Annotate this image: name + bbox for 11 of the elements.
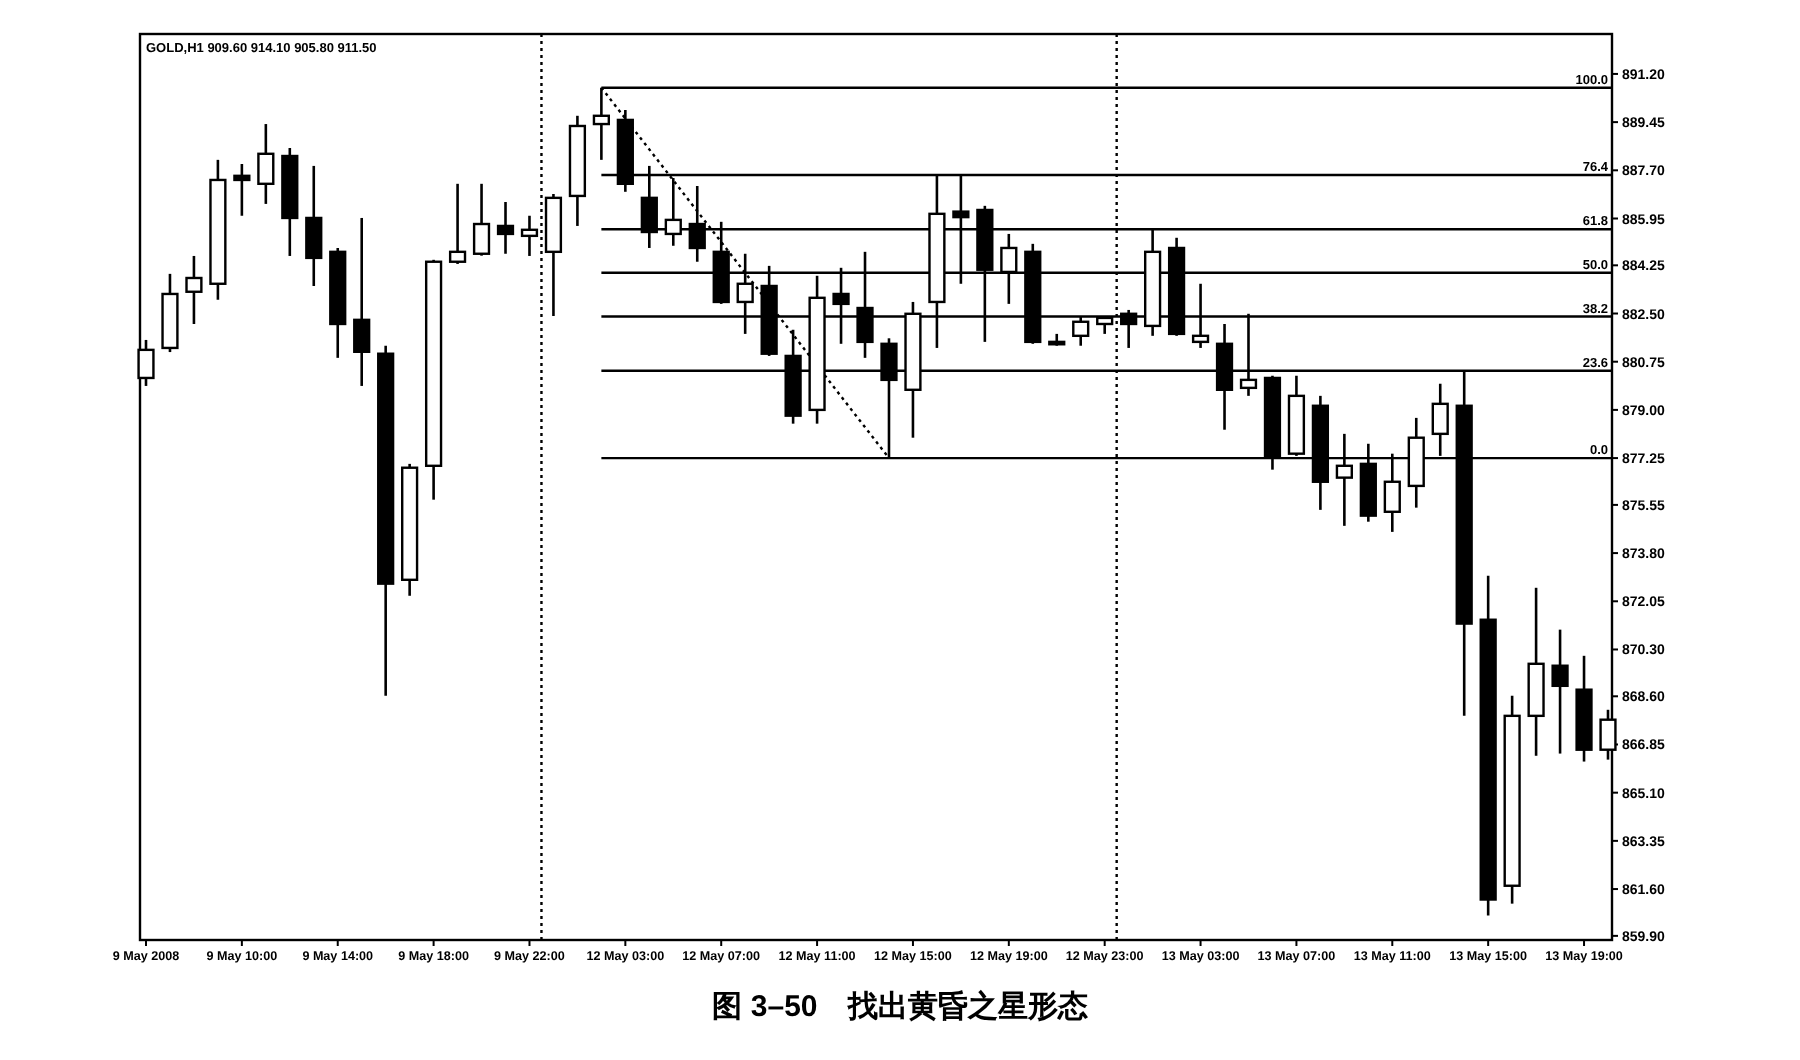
candlestick [305, 164, 323, 288]
candlestick [496, 200, 515, 256]
candlestick [1551, 628, 1569, 755]
candlestick [448, 182, 467, 266]
candlestick [353, 216, 371, 388]
candlestick [233, 162, 251, 218]
caption: 图 3–50 找出黄昏之星形态 [712, 988, 1088, 1024]
candlestick [257, 122, 275, 206]
candlestick [185, 254, 203, 326]
candlestick [472, 182, 491, 257]
candlestick [520, 214, 539, 258]
